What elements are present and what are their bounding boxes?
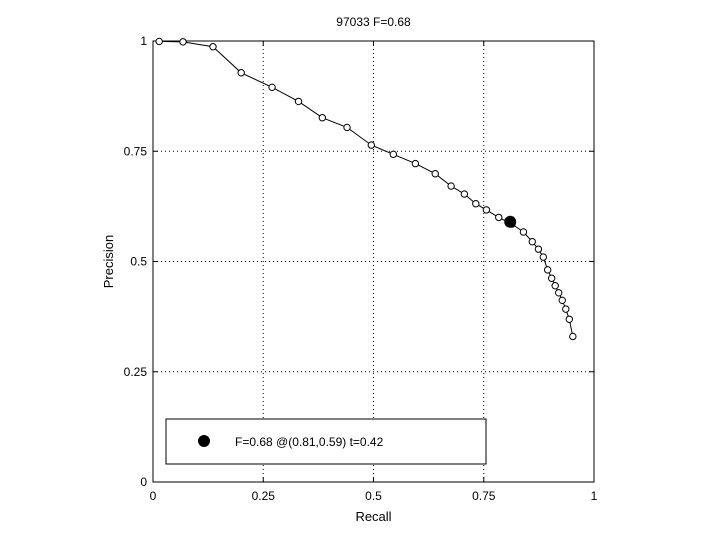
x-tick-label: 0.75 [472, 489, 496, 503]
pr-curve-point [569, 332, 577, 341]
x-tick-label: 1 [591, 489, 598, 503]
pr-curve-point [268, 83, 276, 92]
tick-labels: 0 0.25 0.5 0.75 1 0 0.25 0.5 0.75 1 [124, 34, 598, 503]
pr-curve-point [519, 228, 528, 236]
pr-curve-point [237, 69, 245, 77]
pr-curve-point [551, 282, 559, 290]
pr-curve-point [472, 200, 480, 208]
pr-curve-point [431, 170, 439, 178]
legend-box [165, 418, 487, 465]
pr-curve-point [447, 182, 455, 190]
pr-curve-point [539, 253, 547, 261]
y-axis-label: Precision [101, 235, 116, 288]
pr-curve-point [318, 114, 327, 122]
y-tick-label: 1 [140, 34, 147, 48]
pr-curve-point [179, 38, 187, 46]
x-axis-label: Recall [355, 509, 391, 524]
pr-curve-point [555, 289, 563, 297]
pr-curve-point [343, 123, 351, 132]
y-tick-label: 0.5 [130, 255, 147, 269]
pr-curve-point [547, 274, 556, 282]
legend: F=0.68 @(0.81,0.59) t=0.42 [165, 418, 487, 465]
y-tick-label: 0.75 [124, 144, 148, 158]
pr-curve-point [155, 37, 163, 46]
pr-curve-point [562, 305, 570, 313]
pr-curve-point [367, 141, 375, 149]
pr-curve-point [528, 237, 536, 246]
pr-curve-point [482, 206, 491, 214]
pr-curve-point [389, 150, 398, 159]
y-tick-label: 0.25 [124, 365, 148, 379]
grid-lines [153, 41, 594, 482]
pr-curve-point [460, 190, 469, 198]
pr-curve-point [209, 43, 217, 51]
pr-curve-point [495, 213, 503, 222]
legend-marker [198, 435, 210, 447]
chart-title: 97033 F=0.68 [336, 15, 411, 29]
pr-curve-point [543, 266, 552, 274]
y-tick-label: 0 [140, 475, 147, 489]
data-series [155, 37, 577, 341]
best-f-point [504, 215, 517, 228]
pr-curve-point [534, 245, 543, 253]
pr-curve-point [411, 159, 420, 168]
legend-entry-text: F=0.68 @(0.81,0.59) t=0.42 [235, 435, 384, 449]
pr-curve-point [294, 97, 303, 106]
plot-area-frame [152, 40, 595, 483]
x-tick-label: 0.25 [252, 489, 276, 503]
x-tick-label: 0 [150, 489, 157, 503]
x-tick-label: 0.5 [365, 489, 382, 503]
pr-curve-point [558, 296, 566, 305]
pr-curve-point [565, 315, 574, 323]
